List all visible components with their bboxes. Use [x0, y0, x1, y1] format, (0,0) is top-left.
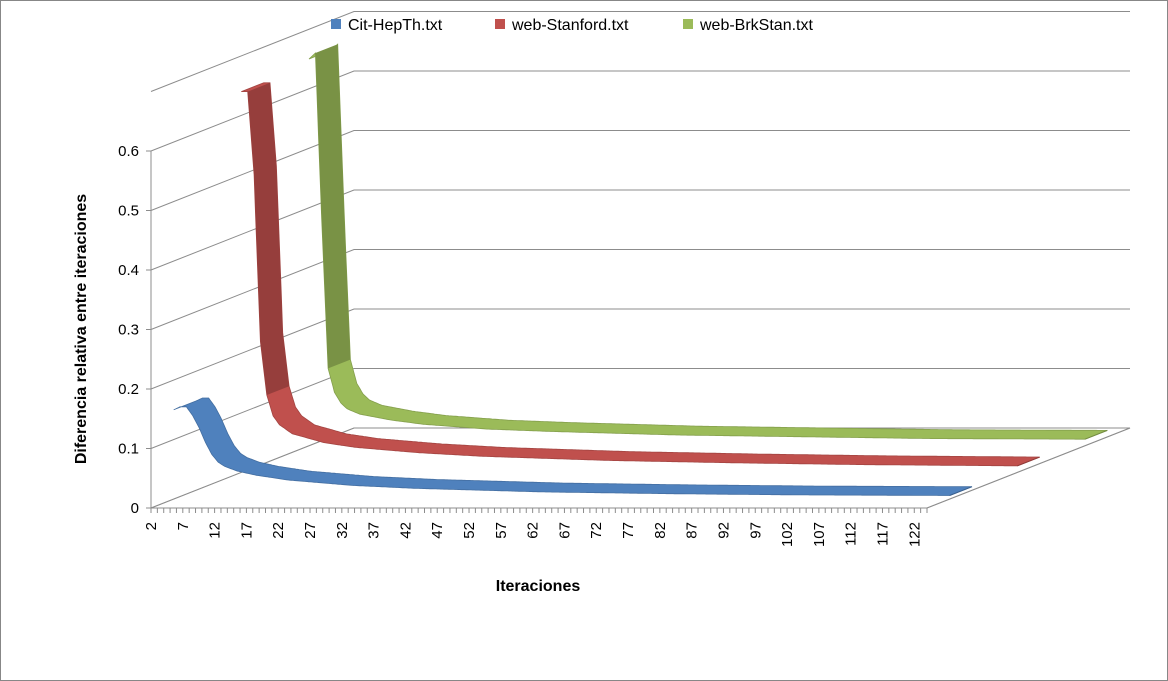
- gridline: [150, 308, 1130, 390]
- y-tick-label: 0.2: [118, 381, 139, 398]
- series-ribbon-face: [315, 44, 351, 369]
- y-tick-label: 0.1: [118, 441, 139, 458]
- y-tick-label: 0.4: [118, 262, 139, 279]
- series-end-cap: [949, 486, 973, 496]
- legend: Cit-HepTh.txt web-Stanford.txt web-BrkStan…: [331, 17, 813, 34]
- legend-swatch: [683, 19, 693, 29]
- x-tick-label: 67: [556, 522, 573, 539]
- x-tick-label: 52: [461, 522, 478, 539]
- x-tick-label: 62: [525, 522, 542, 539]
- x-tick-labels: 2 7 12 17 22 27 32 37 42 47 52 57 62 67 72 77 82 87 92 97 10…: [143, 508, 928, 547]
- floor-plane: [150, 427, 1131, 509]
- series-ribbon-face: [247, 82, 290, 396]
- x-axis-title: Iteraciones: [496, 578, 581, 595]
- x-tick-label: 72: [588, 522, 605, 539]
- legend-label: web-BrkStan.txt: [699, 17, 813, 34]
- x-tick-label: 77: [620, 522, 637, 539]
- x-tick-label: 107: [811, 522, 828, 547]
- x-tick-label: 32: [334, 522, 351, 539]
- y-axis-title: Diferencia relativa entre iteraciones: [73, 194, 90, 464]
- series-cit-hepth-txt: [173, 397, 973, 496]
- series-end-cap: [1017, 456, 1040, 467]
- x-tick-label: 12: [207, 522, 224, 539]
- x-tick-label: 87: [684, 522, 701, 539]
- x-tick-label: 112: [843, 522, 860, 546]
- legend-item: Cit-HepTh.txt: [331, 17, 443, 34]
- x-tick-label: 27: [302, 522, 319, 539]
- x-tick-label: 57: [493, 522, 510, 539]
- y-tick-label: 0.3: [118, 322, 139, 339]
- series-web-brkstan-txt: [308, 43, 1108, 440]
- series-end-cap: [1084, 429, 1108, 440]
- x-tick-label: 122: [906, 522, 923, 547]
- series-ribbon: [173, 397, 973, 496]
- depth-edge: [926, 427, 1131, 509]
- x-tick-label: 117: [874, 522, 891, 546]
- gridline-top: [150, 11, 1130, 92]
- x-tick-label: 102: [779, 522, 796, 547]
- legend-label: Cit-HepTh.txt: [348, 17, 443, 34]
- x-tick-label: 22: [270, 522, 287, 539]
- x-tick-label: 17: [238, 522, 255, 539]
- x-tick-label: 92: [715, 522, 732, 539]
- gridlines: [150, 11, 1130, 509]
- x-tick-label: 37: [366, 522, 383, 539]
- legend-label: web-Stanford.txt: [511, 17, 629, 34]
- x-tick-label: 42: [397, 522, 414, 539]
- series-ribbon: [241, 82, 1040, 467]
- x-tick-label: 82: [652, 522, 669, 539]
- gridline: [150, 427, 1130, 509]
- x-tick-label: 7: [175, 522, 192, 530]
- y-tick-label: 0.6: [118, 143, 139, 160]
- x-tick-label: 97: [747, 522, 764, 539]
- gridline: [150, 130, 1130, 211]
- series-web-stanford-txt: [241, 82, 1040, 467]
- y-tick-labels: 0 0.1 0.2 0.3 0.4 0.5 0.6: [118, 143, 151, 517]
- gridline: [150, 189, 1130, 271]
- y-tick-label: 0.5: [118, 203, 139, 220]
- gridline: [150, 70, 1130, 152]
- legend-swatch: [495, 19, 505, 29]
- chart-walls: [150, 71, 1131, 509]
- y-tick-label: 0: [131, 500, 139, 517]
- legend-item: web-BrkStan.txt: [683, 17, 813, 34]
- x-tick-label: 47: [429, 522, 446, 539]
- legend-item: web-Stanford.txt: [495, 17, 629, 34]
- series-group: [173, 43, 1108, 496]
- legend-swatch: [331, 19, 341, 29]
- x-tick-label: 2: [143, 522, 160, 530]
- gridline: [150, 249, 1130, 330]
